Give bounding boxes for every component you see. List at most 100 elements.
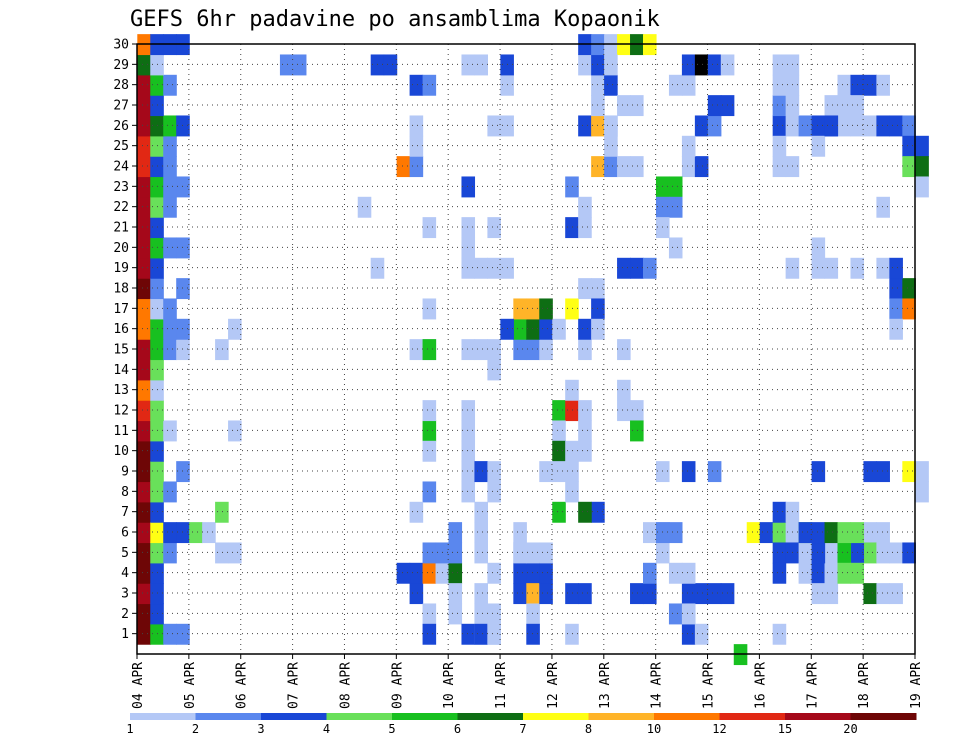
heatmap-cell xyxy=(552,461,566,483)
heatmap-cell xyxy=(811,135,826,157)
x-tick-label: 13 APR xyxy=(598,662,613,709)
heatmap-cell xyxy=(552,420,566,442)
colorbar-label: 1 xyxy=(126,722,133,736)
heatmap-cell xyxy=(617,95,631,117)
heatmap-cell xyxy=(811,257,826,279)
colorbar-swatch xyxy=(457,713,524,720)
heatmap-cell xyxy=(137,522,151,544)
heatmap-cell xyxy=(474,583,488,605)
x-tick-label: 05 APR xyxy=(183,662,198,709)
heatmap-cell xyxy=(526,623,540,645)
heatmap-cell xyxy=(448,562,463,584)
heatmap-cell xyxy=(150,562,164,584)
y-tick-label: 9 xyxy=(121,465,129,480)
heatmap-cell xyxy=(811,583,826,605)
heatmap-cell xyxy=(681,54,696,76)
heatmap-cell xyxy=(785,115,800,137)
heatmap-cell xyxy=(137,461,151,483)
y-tick-label: 26 xyxy=(113,119,129,134)
heatmap-cell xyxy=(578,440,592,462)
colorbar-label: 7 xyxy=(519,722,526,736)
heatmap-cell xyxy=(681,623,696,645)
heatmap-cell xyxy=(163,176,177,198)
heatmap-cell xyxy=(461,237,476,259)
heatmap-cell xyxy=(578,196,592,218)
heatmap-cell xyxy=(150,257,164,279)
heatmap-cell xyxy=(578,115,592,137)
heatmap-cell xyxy=(915,481,929,503)
colorbar-swatch xyxy=(654,713,720,720)
heatmap-cell xyxy=(668,522,683,544)
heatmap-cell xyxy=(902,278,916,300)
heatmap-cell xyxy=(487,217,501,239)
heatmap-cell xyxy=(461,257,476,279)
heatmap-cell xyxy=(565,623,579,645)
heatmap-cell xyxy=(487,257,501,279)
heatmap-cell xyxy=(189,522,203,544)
y-tick-label: 6 xyxy=(121,526,129,541)
heatmap-cell xyxy=(876,542,890,564)
heatmap-cell xyxy=(487,339,501,361)
heatmap-cell xyxy=(863,522,877,544)
heatmap-cell xyxy=(681,156,696,178)
heatmap-cell xyxy=(176,522,190,544)
colorbar-swatch xyxy=(523,713,589,720)
heatmap-cell xyxy=(526,298,540,320)
heatmap-cell xyxy=(578,339,592,361)
heatmap-cell xyxy=(837,95,852,117)
heatmap-cell xyxy=(422,74,437,96)
colorbar-label: 6 xyxy=(454,722,461,736)
heatmap-cell xyxy=(474,257,488,279)
heatmap-cell xyxy=(876,522,890,544)
heatmap-cell xyxy=(150,74,164,96)
heatmap-cell xyxy=(176,176,190,198)
heatmap-cell xyxy=(409,501,424,523)
heatmap-cell xyxy=(837,522,852,544)
heatmap-cell xyxy=(772,135,787,157)
heatmap-cell xyxy=(604,135,618,157)
heatmap-cell xyxy=(150,379,164,401)
heatmap-cell xyxy=(137,339,151,361)
heatmap-cell xyxy=(785,522,800,544)
heatmap-cell xyxy=(539,298,553,320)
heatmap-cell xyxy=(409,115,424,137)
heatmap-cell xyxy=(513,339,527,361)
heatmap-cell xyxy=(409,339,424,361)
heatmap-cell xyxy=(591,298,605,320)
heatmap-cell xyxy=(863,74,877,96)
heatmap-cell xyxy=(513,583,527,605)
heatmap-cell xyxy=(137,420,151,442)
heatmap-cell xyxy=(552,318,566,340)
heatmap-cell xyxy=(137,603,151,625)
heatmap-cell xyxy=(915,461,929,483)
heatmap-cell xyxy=(785,501,800,523)
heatmap-cell xyxy=(539,583,553,605)
heatmap-cell xyxy=(694,623,709,645)
heatmap-cell xyxy=(707,95,722,117)
heatmap-cell xyxy=(422,217,437,239)
heatmap-cell xyxy=(824,522,839,544)
heatmap-cell xyxy=(150,420,164,442)
heatmap-cell xyxy=(215,542,229,564)
heatmap-cell xyxy=(526,562,540,584)
heatmap-cell xyxy=(370,257,385,279)
heatmap-cell xyxy=(292,54,307,76)
heatmap-cell xyxy=(150,461,164,483)
heatmap-cell xyxy=(591,501,605,523)
heatmap-cell xyxy=(902,156,916,178)
x-tick-label: 18 APR xyxy=(857,662,872,709)
heatmap-cell xyxy=(772,501,787,523)
colorbar-swatch xyxy=(326,713,393,720)
heatmap-cell xyxy=(435,542,450,564)
y-tick-label: 29 xyxy=(113,58,129,73)
y-tick-label: 22 xyxy=(113,200,129,215)
heatmap-cell xyxy=(137,196,151,218)
y-tick-label: 4 xyxy=(121,566,129,581)
heatmap-cell xyxy=(228,542,242,564)
y-tick-label: 11 xyxy=(113,424,129,439)
heatmap-cell xyxy=(409,583,424,605)
heatmap-cell xyxy=(876,583,890,605)
heatmap-cell xyxy=(824,95,839,117)
heatmap-cell xyxy=(163,237,177,259)
heatmap-cell xyxy=(668,603,683,625)
